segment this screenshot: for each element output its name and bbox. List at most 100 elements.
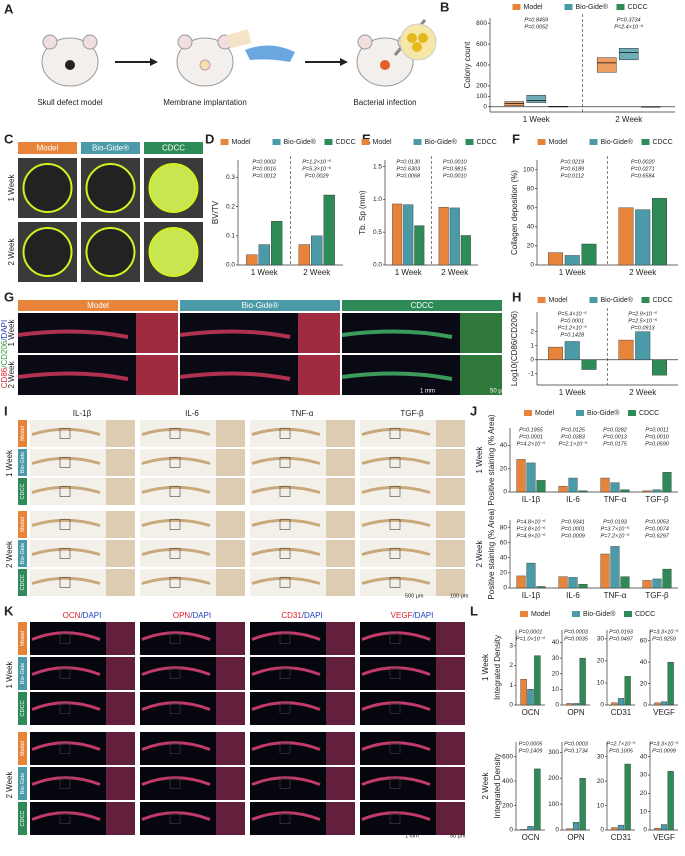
- bar: [403, 204, 414, 266]
- tissue: [31, 811, 101, 821]
- p-value: P=0.1428: [560, 332, 585, 338]
- group-tag: [18, 478, 27, 505]
- y-tick-label: 0: [483, 103, 487, 110]
- bar: [610, 482, 620, 493]
- zoom-inset: [216, 540, 245, 567]
- group-label: Model: [20, 741, 26, 756]
- zoom-box: [389, 457, 401, 468]
- zoom-box: [59, 703, 71, 714]
- legend-swatch: [589, 139, 598, 145]
- legend-swatch: [220, 139, 229, 145]
- zoom-box: [389, 428, 401, 439]
- tissue: [31, 666, 101, 676]
- zoom-box: [279, 457, 291, 468]
- y-tick-label: 100: [548, 801, 559, 808]
- tissue: [141, 701, 211, 711]
- row-label: 2 Week: [481, 772, 490, 800]
- zoom-box: [389, 519, 401, 530]
- bar: [568, 577, 578, 589]
- x-tick-label: VEGF: [653, 708, 675, 717]
- y-tick-label: 2: [509, 662, 513, 669]
- bar: [617, 698, 625, 706]
- zoom-box: [389, 486, 401, 497]
- bar: [652, 489, 662, 493]
- tissue: [361, 776, 431, 786]
- group-label: Model: [20, 631, 26, 646]
- bar: [617, 824, 625, 831]
- bar: [271, 221, 283, 266]
- zoom-box: [169, 668, 181, 679]
- y-tick-label: 0: [509, 702, 513, 709]
- zoom-box: [389, 633, 401, 644]
- p-value: P=0.0001: [519, 629, 543, 635]
- p-value: P=0.0011: [645, 427, 668, 433]
- p-value: P=0.9815: [443, 166, 468, 172]
- p-value: P=0.0219: [560, 159, 584, 165]
- tissue: [31, 485, 101, 494]
- bar: [618, 207, 634, 266]
- bar: [311, 235, 323, 266]
- y-tick-label: 60: [527, 204, 535, 211]
- legend-swatch: [361, 139, 370, 145]
- y-tick-label: 80: [527, 185, 535, 192]
- bar: [624, 676, 631, 706]
- bar: [536, 586, 546, 589]
- p-value: P=4.2×10⁻⁵: [516, 440, 546, 447]
- zoom-inset: [460, 313, 502, 353]
- p-value: P=0.0074: [645, 526, 669, 532]
- bar: [611, 827, 618, 831]
- defect-region: [85, 163, 136, 213]
- zoom-inset: [106, 767, 135, 800]
- zoom-inset: [106, 732, 135, 765]
- legend-label: CDCC: [639, 410, 659, 417]
- bar: [611, 702, 618, 706]
- stain-part: OCN: [63, 611, 81, 620]
- p-value: P=7.2×10⁻⁵: [600, 532, 630, 539]
- y-tick-label: 20: [500, 465, 508, 472]
- y-tick-label: 0: [600, 827, 604, 834]
- legend-label: Bio-Gide®: [576, 3, 609, 11]
- zoom-box: [59, 428, 71, 439]
- p-value: P=0.1409: [519, 748, 543, 754]
- tissue: [361, 456, 431, 465]
- group-tag: [18, 569, 27, 596]
- y-tick-label: 400: [476, 62, 487, 69]
- p-value: P=0.9259: [652, 636, 676, 642]
- tissue: [31, 576, 101, 585]
- stain-part: /DAPI: [302, 611, 323, 620]
- legend-swatch: [524, 410, 532, 416]
- zoom-inset: [436, 420, 465, 447]
- bar: [578, 584, 588, 589]
- tissue: [361, 631, 431, 641]
- zoom-inset: [216, 692, 245, 725]
- p-value: P=0.0001: [561, 526, 585, 532]
- zoom-box: [279, 519, 291, 530]
- p-value: P=0.0130: [396, 159, 421, 165]
- stain-part: OPN: [173, 611, 191, 620]
- column-header: CD31/DAPI: [281, 611, 322, 620]
- zoom-inset: [106, 657, 135, 690]
- legend-label: Bio-Gide®: [601, 296, 634, 304]
- bar: [534, 655, 541, 706]
- y-tick-label: 40: [527, 224, 535, 231]
- column-header: IL-1β: [73, 409, 92, 418]
- tissue: [179, 329, 291, 339]
- bar: [654, 702, 661, 706]
- tissue: [251, 811, 321, 821]
- zoom-inset: [436, 622, 465, 655]
- legend-swatch: [616, 4, 625, 10]
- zoom-box: [169, 577, 181, 588]
- legend-label: CDCC: [653, 297, 673, 304]
- p-value: P=0.0010: [443, 173, 468, 179]
- group-tag: [18, 802, 27, 835]
- zoom-box: [389, 778, 401, 789]
- y-tick-label: 10: [597, 680, 605, 687]
- tissue: [251, 485, 321, 494]
- zoom-inset: [326, 767, 355, 800]
- legend-swatch: [641, 297, 650, 303]
- p-value: P=0.0193: [603, 519, 628, 525]
- group-tag: [18, 420, 27, 447]
- y-tick-label: 0: [555, 827, 559, 834]
- p-value: P=1.2×10⁻⁵: [302, 158, 332, 165]
- y-axis-label: Integrated Density: [493, 635, 502, 700]
